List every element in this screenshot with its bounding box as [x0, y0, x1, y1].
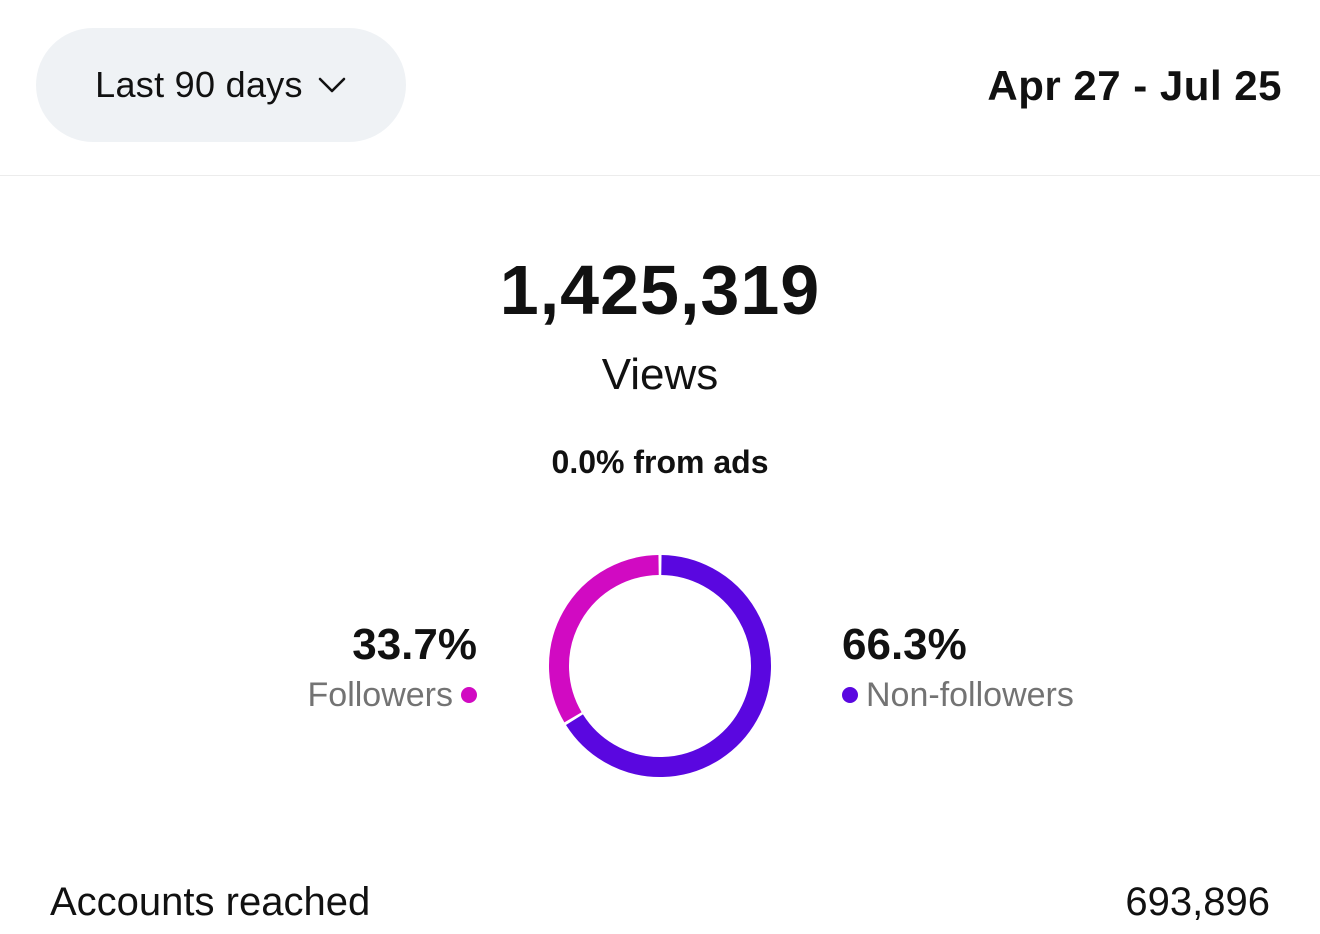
- views-total: 1,425,319: [499, 251, 821, 329]
- non-followers-dot-icon: [842, 687, 858, 703]
- non-followers-label: Non-followers: [866, 676, 1074, 714]
- date-range-dropdown[interactable]: Last 90 days: [36, 28, 406, 142]
- followers-label: Followers: [307, 676, 453, 714]
- date-range-text: Apr 27 - Jul 25: [987, 62, 1282, 109]
- accounts-reached-row[interactable]: Accounts reached 693,896: [50, 880, 1270, 925]
- date-range-label: Last 90 days: [95, 64, 303, 105]
- chevron-down-icon: [318, 77, 346, 93]
- non-followers-legend: 66.3% Non-followers: [842, 617, 1074, 717]
- top-bar: Last 90 days Apr 27 - Jul 25: [0, 0, 1320, 176]
- views-donut-chart: [549, 555, 771, 777]
- followers-legend: 33.7% Followers: [308, 617, 477, 717]
- metric-label: Views: [601, 350, 719, 399]
- non-followers-slice: [566, 555, 771, 777]
- followers-percentage: 33.7%: [352, 620, 477, 669]
- followers-dot-icon: [461, 687, 477, 703]
- accounts-reached-label: Accounts reached: [50, 880, 371, 924]
- non-followers-percentage: 66.3%: [842, 620, 967, 669]
- ads-percentage: 0.0% from ads: [551, 444, 769, 480]
- followers-slice: [549, 555, 659, 723]
- accounts-reached-value: 693,896: [1125, 880, 1270, 924]
